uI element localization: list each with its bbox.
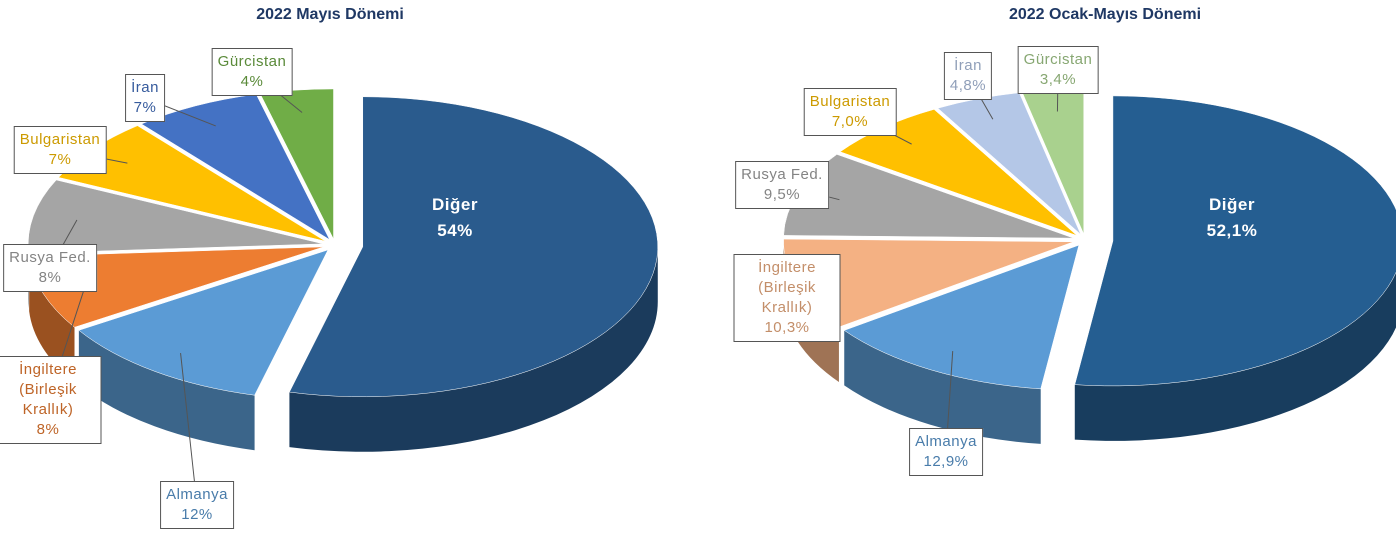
- data-label: Bulgaristan 7%: [13, 126, 107, 174]
- slice-side: [78, 330, 255, 451]
- value-label: 8%: [36, 421, 60, 438]
- slice-side: [1074, 272, 1396, 441]
- value-label: 54%: [437, 221, 473, 240]
- category-name: Bulgaristan: [19, 131, 101, 148]
- category-name: Almanya: [915, 433, 977, 450]
- value-label: 12,9%: [923, 453, 969, 470]
- data-label: İran 7%: [125, 74, 165, 122]
- leader-line: [180, 353, 198, 506]
- value-label: 9,5%: [763, 186, 801, 203]
- value-label: 4%: [240, 73, 264, 90]
- category-name: Rusya Fed.: [741, 166, 823, 183]
- category-name: Diğer: [1209, 195, 1255, 214]
- category-name: İngiltere (Birleşik Krallık): [19, 361, 77, 418]
- pie-slice: [289, 96, 658, 398]
- value-label: 7%: [48, 151, 72, 168]
- data-label: Almanya 12,9%: [909, 428, 983, 476]
- chart-title: 2022 Ocak-Mayıs Dönemi: [1008, 6, 1202, 23]
- data-label: İngiltere (Birleşik Krallık) 10,3%: [733, 254, 841, 342]
- category-name: Diğer: [432, 195, 478, 214]
- slice-side: [844, 330, 1041, 444]
- category-name: İngiltere (Birleşik Krallık): [758, 259, 816, 316]
- slice-side: [289, 246, 658, 452]
- value-label: 8%: [38, 269, 62, 286]
- value-label: 10,3%: [764, 319, 810, 336]
- data-label: Bulgaristan 7,0%: [803, 88, 897, 136]
- value-label: 12%: [181, 506, 213, 523]
- value-label: 7,0%: [831, 113, 869, 130]
- data-label: İngiltere (Birleşik Krallık) 8%: [0, 356, 102, 444]
- data-label: Gürcistan 3,4%: [1017, 46, 1099, 94]
- value-label: 4,8%: [949, 77, 987, 94]
- pie-slice: [1074, 95, 1396, 387]
- category-name: İran: [954, 57, 982, 74]
- data-label: Diğer 52,1%: [1202, 189, 1263, 247]
- data-label: Rusya Fed. 9,5%: [735, 161, 829, 209]
- data-label: Gürcistan 4%: [211, 48, 293, 96]
- category-name: Gürcistan: [1023, 51, 1093, 68]
- pie-slice: [78, 249, 329, 396]
- value-label: 3,4%: [1039, 71, 1077, 88]
- category-name: Rusya Fed.: [9, 249, 91, 266]
- slice-side: [29, 256, 75, 383]
- category-name: Bulgaristan: [809, 93, 891, 110]
- data-label: Diğer 54%: [427, 189, 483, 247]
- data-label: İran 4,8%: [943, 52, 993, 100]
- category-name: Gürcistan: [217, 53, 287, 70]
- category-name: İran: [131, 79, 159, 96]
- chart-title: 2022 Mayıs Dönemi: [256, 6, 404, 23]
- data-label: Almanya 12%: [160, 481, 234, 529]
- value-label: 7%: [133, 99, 157, 116]
- value-label: 52,1%: [1206, 221, 1258, 240]
- category-name: Almanya: [166, 486, 228, 503]
- data-label: Rusya Fed. 8%: [3, 244, 97, 292]
- pie-slice: [843, 244, 1080, 390]
